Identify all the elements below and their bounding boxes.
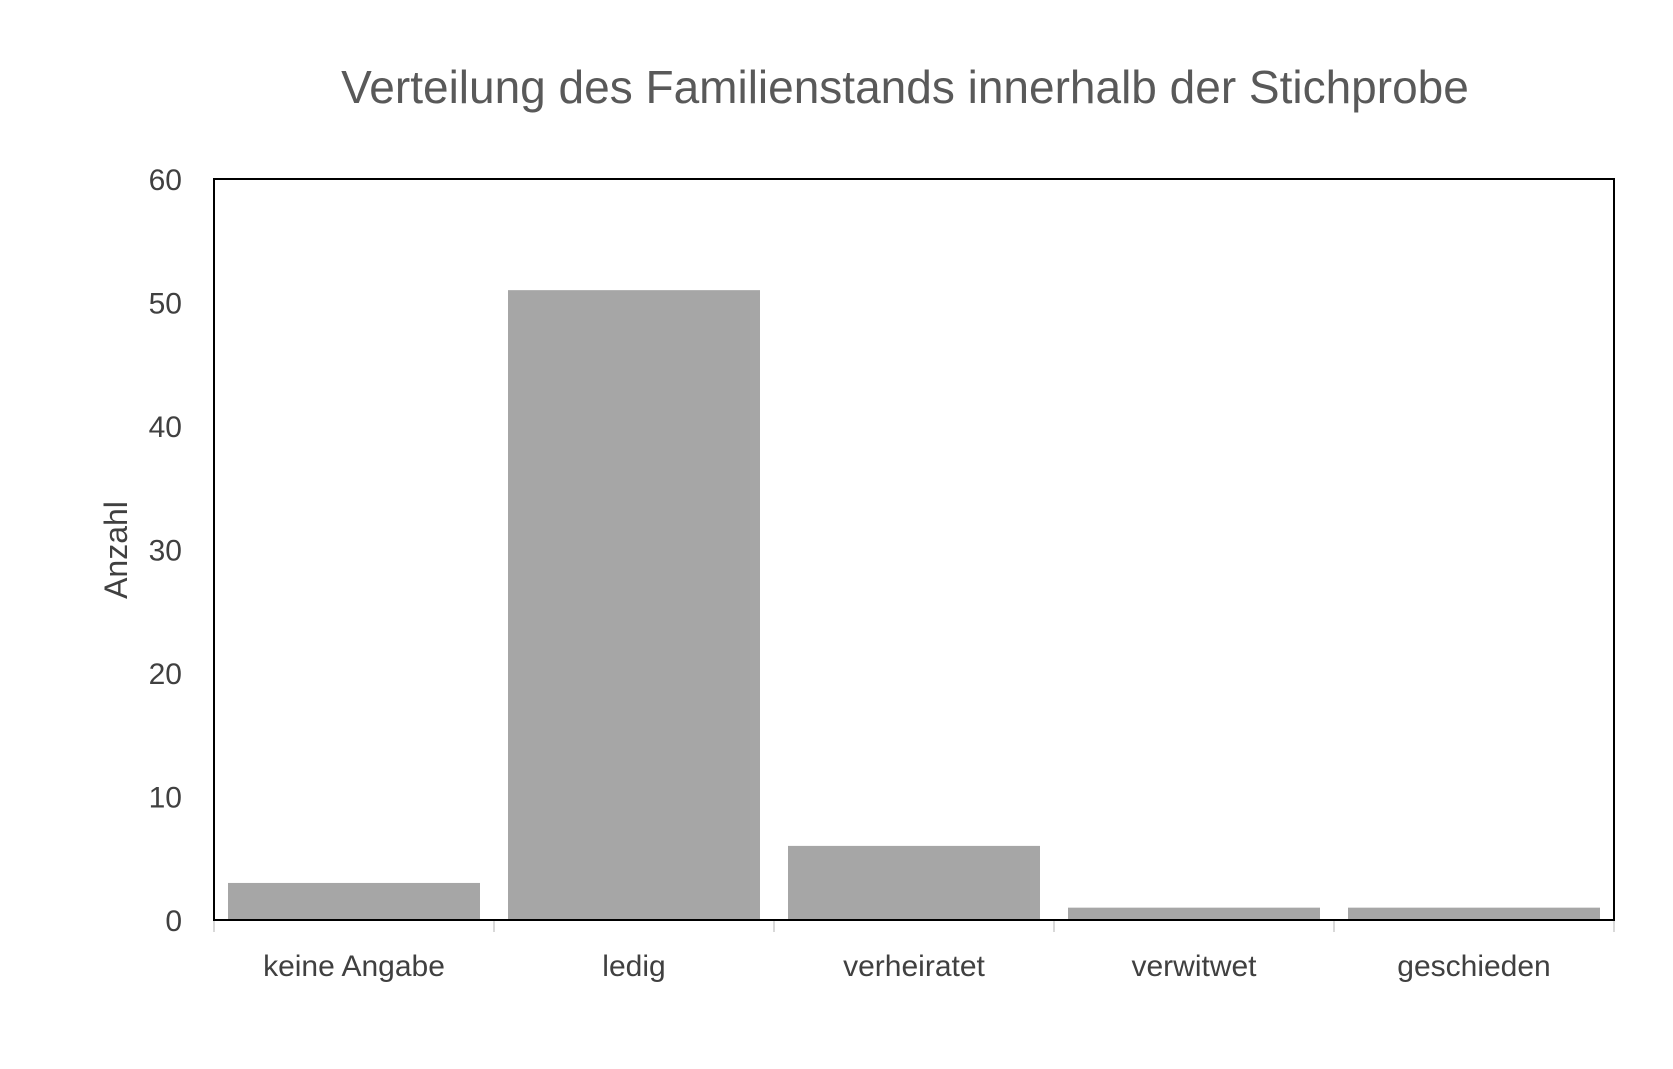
x-axis-ticks [213,920,1615,932]
bar [788,845,1040,920]
y-tick-label: 10 [149,782,182,815]
x-tick-label: verwitwet [1131,950,1257,983]
bar [1348,907,1600,920]
y-tick-label: 60 [149,164,182,197]
x-tick-label: keine Angabe [263,950,445,983]
y-tick-label: 0 [165,905,182,938]
y-axis-title: Anzahl [98,501,134,599]
bar [228,882,480,920]
y-axis-ticks: 0 10 20 30 40 50 60 [149,164,182,938]
bar [1068,907,1320,920]
chart-title: Verteilung des Familienstands innerhalb … [341,61,1469,113]
x-axis-labels: keine Angabe ledig verheiratet verwitwet ges… [263,950,1551,983]
y-tick-label: 50 [149,288,182,321]
y-tick-label: 30 [149,535,182,568]
x-tick-label: geschieden [1397,950,1550,983]
bar [508,290,760,920]
x-tick-label: ledig [602,950,665,983]
bars-group [228,290,1600,920]
y-tick-label: 20 [149,658,182,691]
plot-frame [213,178,1615,921]
x-tick-label: verheiratet [843,950,985,983]
y-tick-label: 40 [149,411,182,444]
